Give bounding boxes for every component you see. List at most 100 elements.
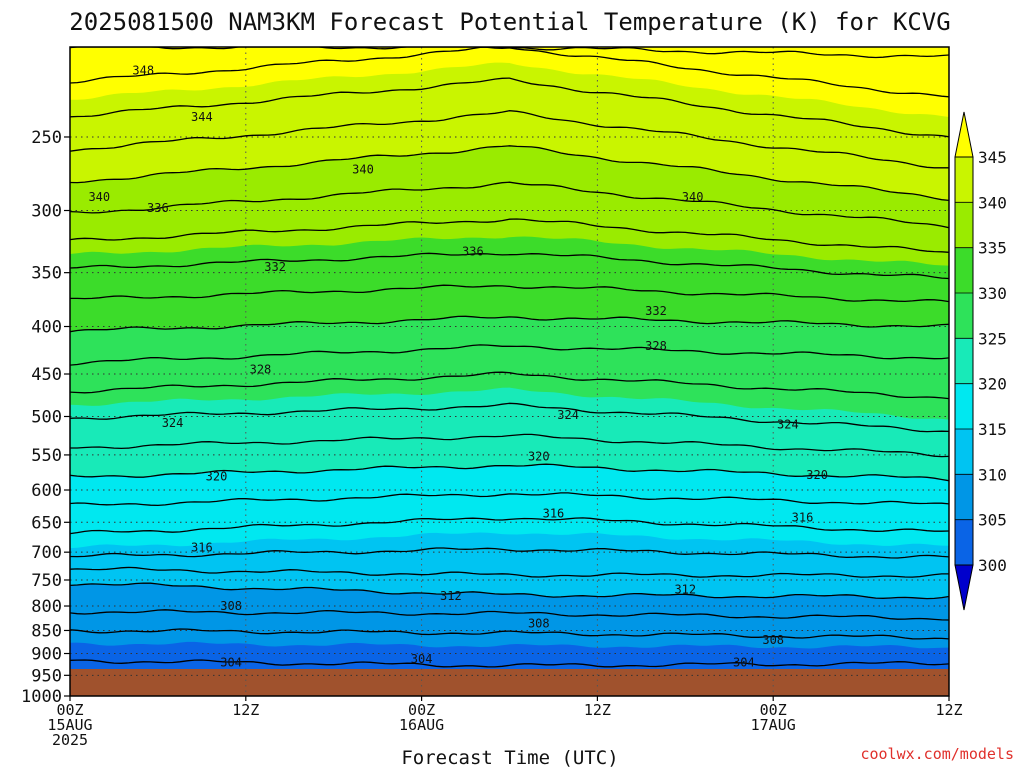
y-tick-label: 550: [31, 446, 62, 466]
x-tick-label: 16AUG: [399, 716, 444, 734]
colorbar-tick-label: 320: [978, 375, 1007, 394]
contour-336: [70, 218, 949, 253]
contour-label: 332: [264, 260, 286, 274]
colorbar-bin-335: [955, 202, 973, 248]
x-tick-label: 12Z: [232, 701, 259, 719]
contour-label: 328: [645, 339, 667, 353]
contour-label: 340: [682, 190, 704, 204]
contour-labels: 348 344 340 340 336 340 336 332 332 328 328 324 324 3…: [88, 63, 828, 669]
contour-label: 304: [411, 652, 433, 666]
contour-label: 336: [462, 244, 484, 258]
contour-342: [70, 110, 949, 169]
y-axis-ticks: 250 300 350 400 450 500 550 600 650 700 750 800 850 9…: [21, 128, 70, 707]
y-tick-label: 250: [31, 128, 62, 148]
contour-324: [70, 402, 949, 433]
y-tick-label: 400: [31, 318, 62, 338]
contour-338: [70, 181, 949, 229]
x-tick-label: 15AUG: [47, 716, 92, 734]
contour-label: 312: [674, 583, 696, 597]
colorbar-tick-label: 305: [978, 511, 1007, 530]
contour-label: 316: [543, 507, 565, 521]
colorbar-bin-305: [955, 474, 973, 520]
x-tick-label: 17AUG: [751, 716, 796, 734]
contour-label: 304: [733, 655, 755, 669]
contour-label: 304: [220, 655, 242, 669]
contour-label: 308: [220, 599, 242, 613]
colorbar-bin-300: [955, 519, 973, 565]
contour-340: [70, 145, 949, 202]
x-tick-label: 12Z: [584, 701, 611, 719]
colorbar-bin-310: [955, 429, 973, 475]
y-tick-label: 300: [31, 202, 62, 222]
contour-328: [70, 344, 949, 366]
colorbar-tick-label: 335: [978, 239, 1007, 258]
contour-348: [70, 47, 949, 59]
colorbar-bin-325: [955, 293, 973, 339]
colorbar-tick-label: 300: [978, 556, 1007, 575]
x-tick-label: 00Z: [408, 701, 435, 719]
contour-308: [70, 609, 949, 621]
contour-label: 336: [147, 201, 169, 215]
contour-306: [70, 628, 949, 640]
grid-lines: [69, 47, 950, 697]
contour-314: [70, 547, 949, 559]
x-tick-label: 12Z: [935, 701, 962, 719]
contour-label: 344: [191, 110, 213, 124]
x-tick-label: 00Z: [56, 701, 83, 719]
contour-label: 340: [88, 190, 110, 204]
colorbar-bin-315: [955, 383, 973, 429]
contour-label: 308: [528, 616, 550, 630]
colorbar-bin-340: [955, 157, 973, 203]
theta-color-bands: [70, 47, 949, 669]
y-tick-label: 950: [31, 666, 62, 686]
contour-330: [70, 315, 949, 333]
contour-label: 324: [162, 416, 184, 430]
colorbar-bin-330: [955, 247, 973, 293]
y-tick-label: 750: [31, 571, 62, 591]
credit-text[interactable]: coolwx.com/models: [860, 745, 1014, 763]
y-tick-label: 1000: [21, 687, 62, 707]
contour-label: 320: [206, 469, 228, 483]
contour-label: 328: [250, 362, 272, 376]
colorbar-tick-label: 325: [978, 329, 1007, 348]
contour-label: 332: [645, 304, 667, 318]
y-tick-label: 800: [31, 597, 62, 617]
colorbar-tick-label: 310: [978, 465, 1007, 484]
contour-label: 312: [440, 589, 462, 603]
contour-312: [70, 566, 949, 578]
contour-label: 316: [191, 541, 213, 555]
colorbar-tick-label: 330: [978, 284, 1007, 303]
colorbar-tick-label: 345: [978, 148, 1007, 167]
colorbar: 345 340 335 330 325 320 315 310 305 300: [954, 111, 1007, 611]
contour-316: [70, 517, 949, 535]
colorbar-bin-320: [955, 338, 973, 384]
y-tick-label: 900: [31, 645, 62, 665]
contour-label: 340: [352, 163, 374, 177]
contour-label: 324: [557, 408, 579, 422]
contour-label: 324: [777, 417, 799, 431]
y-tick-label: 600: [31, 481, 62, 501]
y-tick-label: 500: [31, 407, 62, 427]
x-tick-label: 2025: [52, 731, 88, 749]
x-tick-label: 00Z: [760, 701, 787, 719]
y-tick-label: 450: [31, 365, 62, 385]
y-tick-label: 350: [31, 264, 62, 284]
contour-322: [70, 433, 949, 458]
contour-label: 316: [792, 510, 814, 524]
contour-334: [70, 252, 949, 280]
contour-318: [70, 492, 949, 507]
contour-304: [70, 659, 949, 668]
colorbar-under-arrow: [954, 564, 974, 611]
contour-332: [70, 284, 949, 303]
colorbar-tick-label: 315: [978, 420, 1007, 439]
theta-contours: [70, 47, 949, 668]
y-tick-label: 850: [31, 621, 62, 641]
x-axis-label: Forecast Time (UTC): [401, 747, 618, 768]
plot-frame: [69, 46, 950, 697]
ground-surface: [70, 669, 949, 696]
contour-label: 348: [132, 63, 154, 77]
contour-label: 308: [762, 633, 784, 647]
contour-310: [70, 582, 949, 600]
y-tick-label: 650: [31, 513, 62, 533]
